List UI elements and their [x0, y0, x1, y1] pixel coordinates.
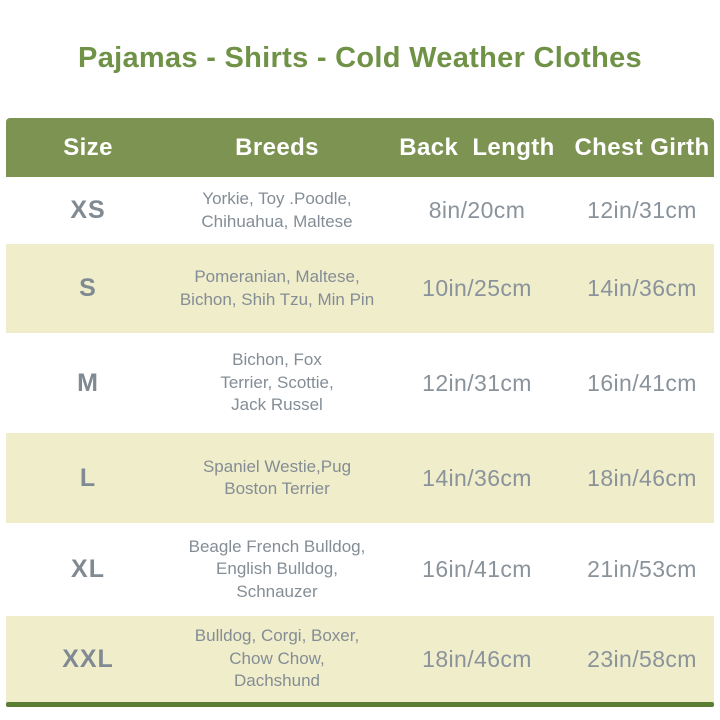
chest-girth-cell: 23in/58cm [587, 645, 697, 672]
table-row-xxl: XXL Bulldog, Corgi, Boxer, Chow Chow, Da… [6, 616, 714, 702]
size-cell: S [79, 274, 97, 302]
back-length-cell: 8in/20cm [428, 197, 526, 223]
breeds-cell: Spaniel Westie,Pug Boston Terrier [202, 456, 352, 498]
page-title: Pajamas - Shirts - Cold Weather Clothes [78, 42, 642, 74]
chest-girth-cell: 12in/31cm [587, 197, 697, 223]
size-chart-table: Size Breeds Back Length Chest Girth XS Y… [6, 118, 714, 707]
chest-girth-cell: 14in/36cm [587, 275, 697, 301]
size-cell: L [79, 463, 97, 492]
table-bottom-rule [6, 702, 714, 707]
breeds-cell: Bulldog, Corgi, Boxer, Chow Chow, Dachsh… [194, 626, 360, 691]
back-length-cell: 14in/36cm [422, 464, 532, 491]
column-header-chest-girth: Chest Girth [574, 133, 710, 161]
size-cell: XS [70, 196, 106, 224]
breeds-cell: Pomeranian, Maltese, Bichon, Shih Tzu, M… [179, 267, 375, 309]
chest-girth-cell: 21in/53cm [587, 556, 697, 582]
breeds-cell: Beagle French Bulldog, English Bulldog, … [188, 536, 366, 601]
back-length-cell: 16in/41cm [422, 556, 532, 582]
size-cell: XXL [62, 644, 114, 673]
column-header-size: Size [63, 133, 113, 161]
chest-girth-cell: 16in/41cm [587, 369, 697, 396]
column-header-back-length: Back Length [399, 133, 555, 161]
table-row-s: S Pomeranian, Maltese, Bichon, Shih Tzu,… [6, 244, 714, 333]
breeds-cell: Yorkie, Toy .Poodle, Chihuahua, Maltese [201, 189, 353, 231]
size-cell: M [77, 368, 99, 397]
table-row-xl: XL Beagle French Bulldog, English Bulldo… [6, 523, 714, 616]
back-length-cell: 12in/31cm [422, 369, 532, 396]
size-cell: XL [71, 555, 105, 583]
table-row-xs: XS Yorkie, Toy .Poodle, Chihuahua, Malte… [6, 177, 714, 244]
breeds-cell: Bichon, Fox Terrier, Scottie, Jack Russe… [220, 350, 334, 415]
table-row-l: L Spaniel Westie,Pug Boston Terrier 14in… [6, 433, 714, 523]
back-length-cell: 10in/25cm [422, 275, 532, 301]
table-header-row: Size Breeds Back Length Chest Girth [6, 118, 714, 177]
column-header-breeds: Breeds [235, 133, 319, 161]
back-length-cell: 18in/46cm [422, 645, 532, 672]
table-row-m: M Bichon, Fox Terrier, Scottie, Jack Rus… [6, 333, 714, 433]
chest-girth-cell: 18in/46cm [587, 464, 697, 491]
